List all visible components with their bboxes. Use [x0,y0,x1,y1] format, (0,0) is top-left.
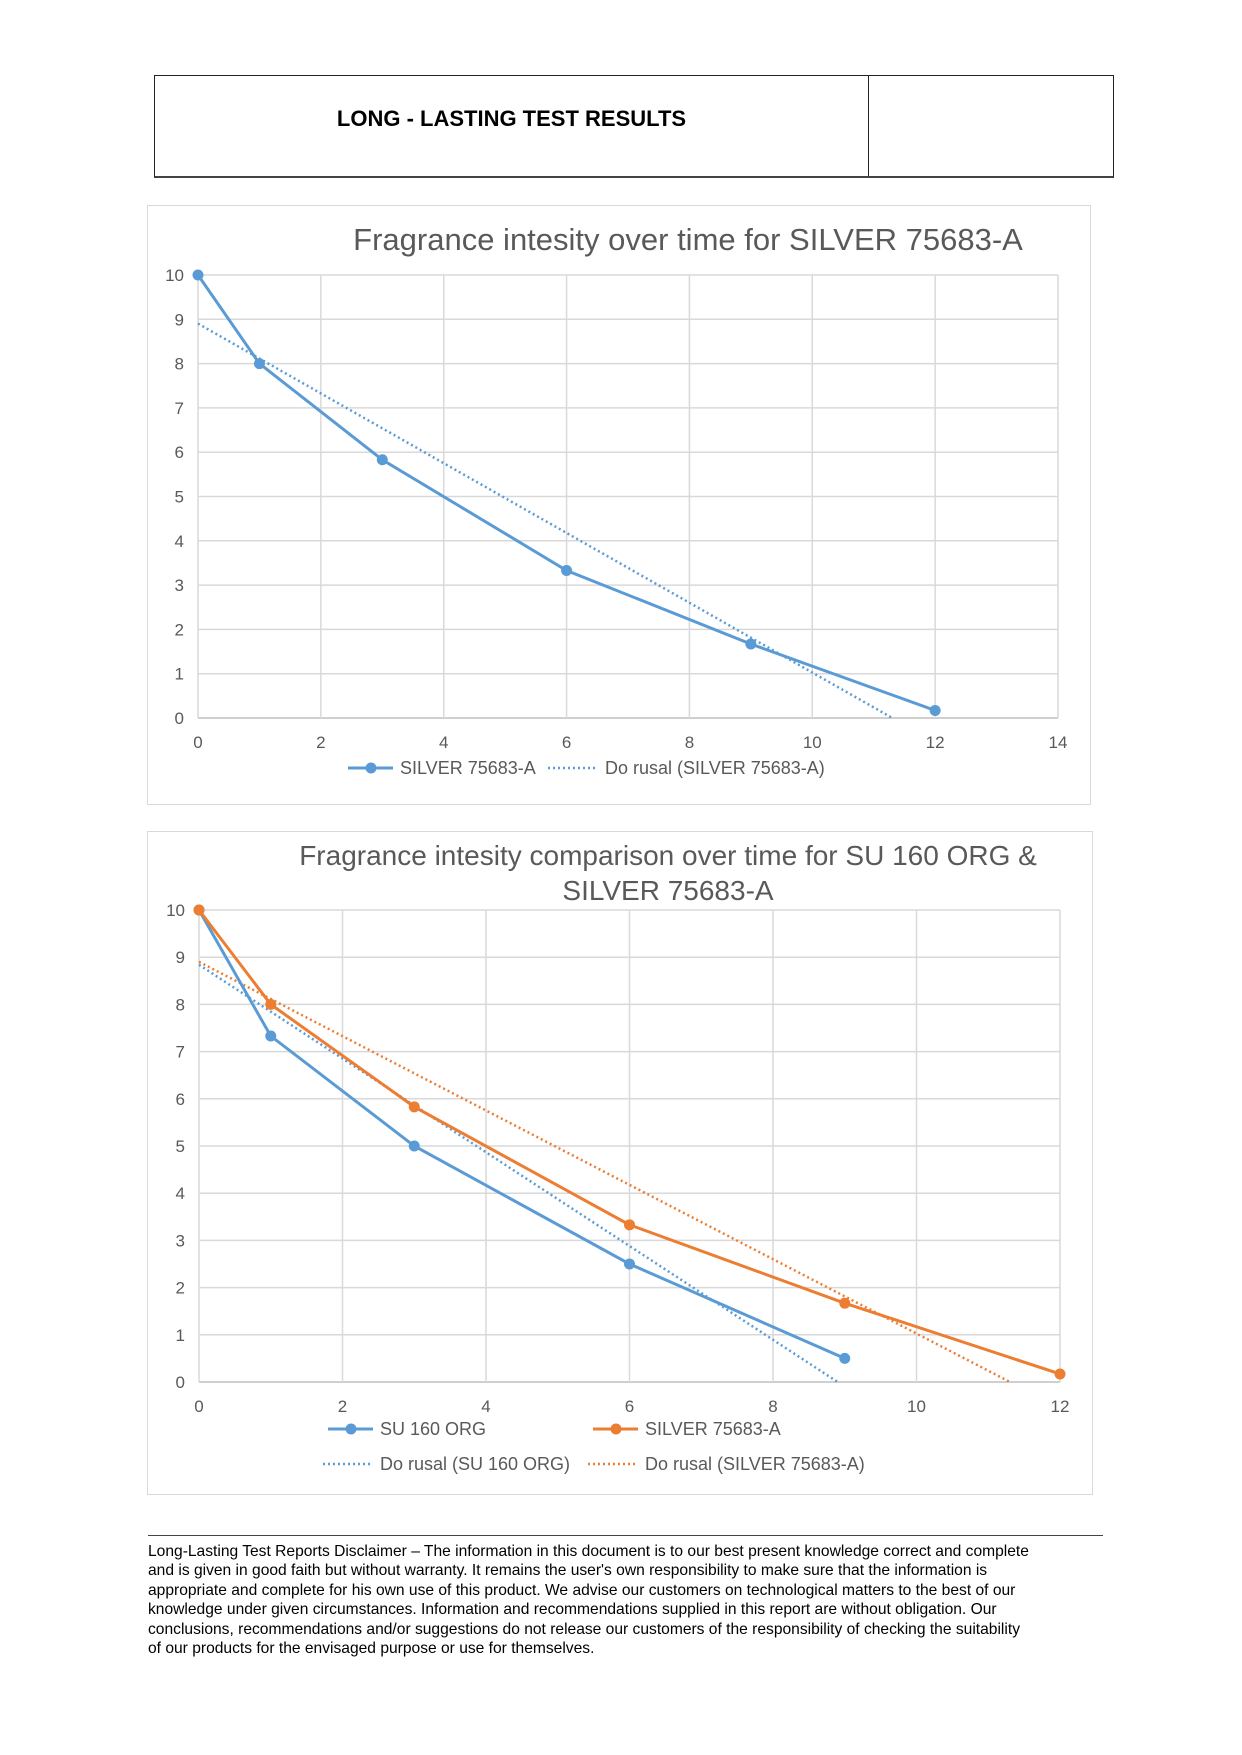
legend-marker [345,1423,357,1435]
legend-label: SILVER 75683-A [400,758,536,778]
data-point [839,1352,851,1364]
x-tick-label: 0 [194,1397,203,1416]
chart-1-frame: Fragrance intesity over time for SILVER … [147,205,1091,805]
chart-title: Fragrance intesity comparison over time … [299,840,1037,871]
y-tick-label: 1 [175,665,184,684]
data-point [408,1101,420,1113]
data-point [192,269,204,281]
y-tick-label: 8 [175,355,184,374]
chart-2-frame: Fragrance intesity comparison over time … [147,831,1093,1495]
x-tick-label: 4 [481,1397,490,1416]
y-tick-label: 6 [176,1090,185,1109]
data-point [265,1030,277,1042]
y-tick-label: 3 [175,576,184,595]
x-tick-label: 0 [193,733,202,752]
data-point [253,358,265,370]
y-tick-label: 5 [176,1137,185,1156]
x-tick-label: 2 [338,1397,347,1416]
y-tick-label: 5 [175,488,184,507]
data-point [745,638,757,650]
data-point [624,1258,635,1270]
page-title: LONG - LASTING TEST RESULTS [336,106,687,131]
chart-1: Fragrance intesity over time for SILVER … [165,222,1068,778]
data-point [376,454,388,466]
x-tick-label: 4 [439,733,448,752]
legend-marker [365,762,377,774]
y-tick-label: 6 [175,443,184,462]
series-line [197,909,846,1360]
data-point [408,1140,420,1152]
disclaimer-line: Long-Lasting Test Reports Disclaimer – T… [148,1543,1029,1560]
series-line [197,909,1061,1376]
legend-label: Do rusal (SU 160 ORG) [380,1454,570,1474]
data-point [839,1297,851,1309]
y-tick-label: 10 [166,901,185,920]
x-tick-label: 10 [907,1397,926,1416]
header-table: LONG - LASTING TEST RESULTS [154,75,1114,178]
legend-label: SU 160 ORG [380,1419,486,1439]
header-divider [868,76,869,176]
disclaimer-line: and is given in good faith but without w… [148,1562,988,1580]
y-tick-label: 0 [175,709,184,728]
x-tick-label: 8 [768,1397,777,1416]
legend-label: SILVER 75683-A [645,1419,781,1439]
x-tick-label: 6 [562,733,571,752]
x-tick-label: 12 [926,733,945,752]
x-tick-label: 10 [803,733,822,752]
y-tick-label: 0 [176,1373,185,1392]
trendline [198,963,839,1384]
chart-title: SILVER 75683-A [562,875,773,906]
disclaimer-line: appropriate and complete for his own use… [148,1581,1016,1599]
data-point [1054,1368,1066,1380]
disclaimer-line: knowledge under given circumstances. Inf… [148,1601,997,1619]
legend-label: Do rusal (SILVER 75683-A) [605,758,825,778]
chart-2: Fragrance intesity comparison over time … [166,840,1070,1474]
y-tick-label: 2 [176,1279,185,1298]
y-tick-label: 10 [165,266,184,285]
data-point [193,904,205,916]
x-tick-label: 6 [625,1397,634,1416]
y-tick-label: 4 [175,532,184,551]
data-point [929,704,941,716]
legend-label: Do rusal (SILVER 75683-A) [645,1454,865,1474]
y-tick-label: 1 [176,1326,185,1345]
data-point [624,1219,635,1231]
series-line [196,274,936,712]
y-tick-label: 9 [175,310,184,329]
data-point [561,564,573,576]
disclaimer-line: conclusions, recommendations and/or sugg… [148,1620,1020,1638]
disclaimer-line: of our products for the envisaged purpos… [148,1640,595,1658]
disclaimer: Long-Lasting Test Reports Disclaimer – T… [148,1535,1103,1658]
y-tick-label: 2 [175,620,184,639]
x-tick-label: 8 [685,733,694,752]
x-tick-label: 12 [1051,1397,1070,1416]
x-tick-label: 14 [1049,733,1068,752]
y-tick-label: 8 [176,995,185,1014]
y-tick-label: 3 [176,1231,185,1250]
y-tick-label: 4 [176,1184,185,1203]
x-tick-label: 2 [316,733,325,752]
y-tick-label: 9 [176,948,185,967]
chart-title: Fragrance intesity over time for SILVER … [353,222,1023,257]
y-tick-label: 7 [175,399,184,418]
legend-marker [610,1423,622,1435]
data-point [265,998,277,1010]
y-tick-label: 7 [176,1043,185,1062]
